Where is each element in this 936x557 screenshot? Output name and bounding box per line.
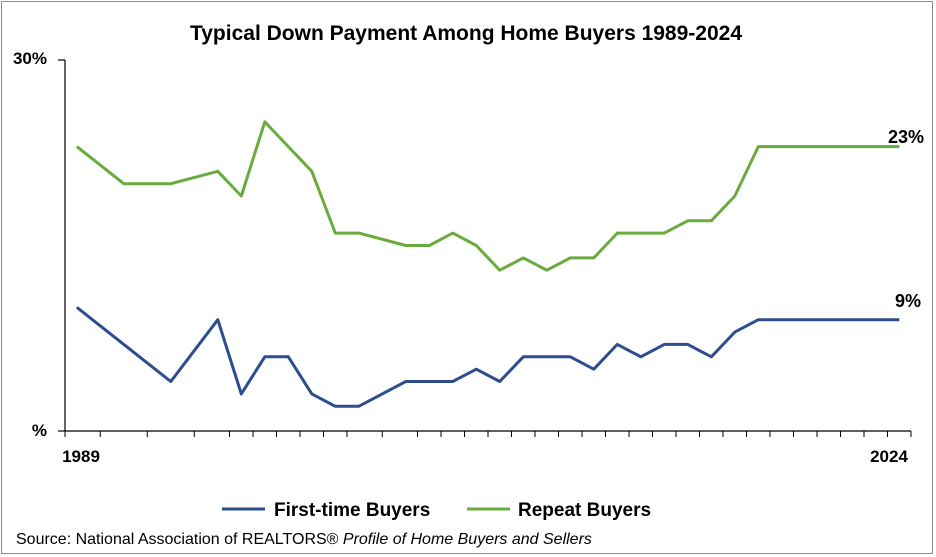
- chart-title: Typical Down Payment Among Home Buyers 1…: [190, 22, 742, 45]
- legend-label-first-time: First-time Buyers: [274, 500, 430, 521]
- source-publication: Profile of Home Buyers and Sellers: [343, 531, 592, 548]
- source-prefix: Source: National Association of REALTORS…: [16, 531, 343, 548]
- legend: First-time Buyers Repeat Buyers: [222, 500, 651, 521]
- x-tick-label-right: 2024: [870, 447, 908, 466]
- y-tick-label-top: 30%: [13, 49, 47, 68]
- legend-label-repeat: Repeat Buyers: [518, 500, 651, 521]
- end-label-repeat: 23%: [888, 127, 924, 147]
- source-note: Source: National Association of REALTORS…: [16, 531, 592, 548]
- x-ticks: [64, 431, 912, 437]
- series-line-first-time: [75, 306, 900, 408]
- series-line-repeat: [75, 120, 900, 272]
- x-tick-label-left: 1989: [62, 447, 100, 466]
- axes: [58, 59, 912, 437]
- end-label-first-time: 9%: [895, 291, 921, 311]
- series-layer: [75, 120, 900, 408]
- y-tick-label-bottom: %: [32, 421, 47, 440]
